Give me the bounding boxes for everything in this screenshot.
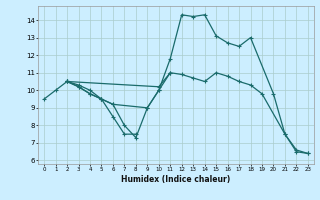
X-axis label: Humidex (Indice chaleur): Humidex (Indice chaleur) (121, 175, 231, 184)
